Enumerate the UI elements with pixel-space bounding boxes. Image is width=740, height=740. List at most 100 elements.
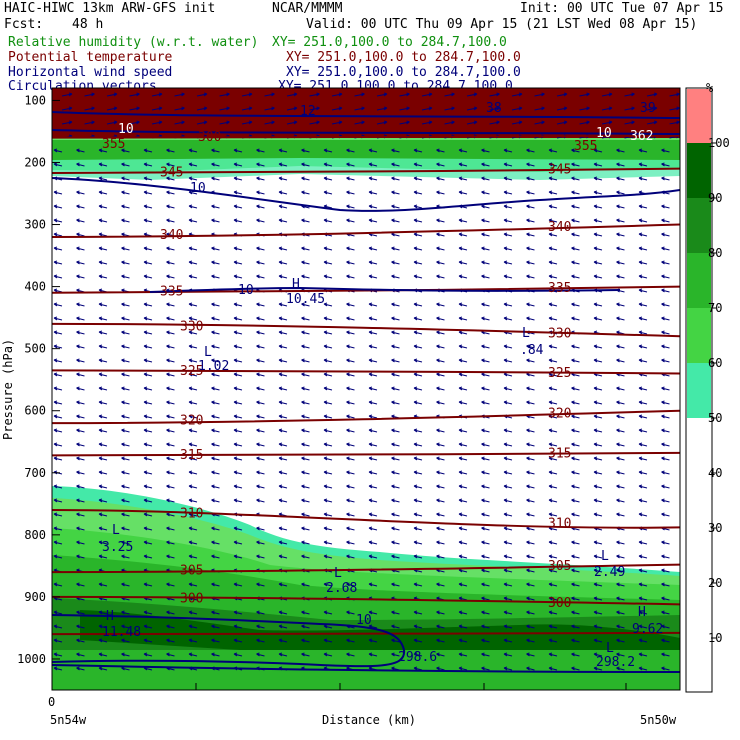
vector-arrow — [571, 568, 580, 573]
vector-arrow — [53, 456, 63, 461]
vector-arrow — [301, 582, 310, 587]
vector-arrow — [571, 358, 580, 363]
vector-arrow — [571, 498, 580, 503]
vector-arrow — [323, 652, 333, 657]
vector-arrow — [503, 582, 513, 587]
vector-arrow — [669, 92, 680, 97]
vector-arrow — [354, 120, 365, 125]
vector-arrow — [98, 176, 108, 181]
vector-arrow — [211, 554, 220, 559]
vector-arrow — [503, 666, 513, 671]
vector-arrow — [503, 610, 513, 615]
vector-arrow — [391, 638, 400, 643]
vector-arrow — [278, 624, 288, 629]
vector-arrow — [526, 568, 535, 573]
vector-arrow — [368, 358, 378, 363]
vector-arrow — [548, 400, 558, 405]
vector-arrow — [391, 246, 400, 251]
vector-arrow — [526, 386, 535, 391]
vector-arrow — [256, 176, 265, 181]
vector-arrow — [166, 652, 175, 657]
vector-arrow — [646, 92, 658, 97]
vector-arrow — [638, 638, 648, 643]
colorbar-label-80: 80 — [708, 246, 722, 260]
vector-arrow — [346, 358, 355, 363]
vector-arrow — [661, 652, 670, 657]
vector-arrow — [278, 358, 288, 363]
vector-arrow — [143, 316, 153, 321]
vector-arrow — [436, 484, 445, 489]
vector-arrow — [278, 638, 288, 643]
vector-arrow — [458, 260, 468, 265]
vector-arrow — [413, 582, 423, 587]
vector-arrow — [76, 190, 85, 195]
theta-label-335: 335 — [160, 285, 183, 300]
vector-arrow — [76, 414, 85, 419]
vector-arrow — [526, 316, 535, 321]
vector-arrow — [301, 302, 310, 307]
vector-arrow — [391, 302, 400, 307]
vector-arrow — [323, 148, 333, 153]
vector-arrow — [548, 484, 558, 489]
vector-arrow — [301, 540, 310, 545]
vector-arrow — [166, 386, 175, 391]
vector-arrow — [121, 190, 130, 195]
vector-arrow — [309, 120, 320, 125]
vector-arrow — [458, 302, 468, 307]
vector-arrow — [593, 498, 603, 503]
vector-arrow — [534, 106, 545, 111]
vector-arrow — [233, 652, 243, 657]
vector-arrow — [106, 92, 118, 97]
vector-arrow — [661, 512, 670, 517]
vector-arrow — [616, 344, 625, 349]
header-valid: Valid: 00 UTC Thu 09 Apr 15 (21 LST Wed … — [306, 17, 698, 32]
vector-arrow — [638, 582, 648, 587]
vector-arrow — [368, 400, 378, 405]
vector-arrow — [661, 246, 670, 251]
vector-arrow — [354, 92, 365, 97]
vector-arrow — [166, 204, 175, 209]
vector-arrow — [548, 274, 558, 279]
vector-arrow — [571, 582, 580, 587]
vector-arrow — [233, 470, 243, 475]
vector-arrow — [638, 386, 648, 391]
vector-arrow — [278, 302, 288, 307]
vector-arrow — [278, 204, 288, 209]
vector-arrow — [616, 400, 625, 405]
vector-arrow — [346, 470, 355, 475]
vector-arrow — [166, 484, 175, 489]
extremum-l7-value: 298.2 — [596, 655, 635, 670]
vector-arrow — [616, 386, 625, 391]
vector-arrow — [211, 260, 220, 265]
vector-arrow — [661, 568, 670, 573]
vector-arrow — [256, 414, 265, 419]
vector-arrow — [503, 386, 513, 391]
vector-arrow — [458, 358, 468, 363]
top-band-labels: 12 38 39 10 355 300 10 355 362 — [102, 101, 656, 154]
vector-arrow — [413, 330, 423, 335]
vector-arrow — [53, 218, 63, 223]
vector-arrow — [458, 512, 468, 517]
vector-arrow — [301, 330, 310, 335]
vector-arrow — [323, 512, 333, 517]
vector-arrow — [481, 218, 490, 223]
vector-arrow — [76, 442, 85, 447]
vector-arrow — [53, 624, 63, 629]
vector-arrow — [98, 540, 108, 545]
vector-arrow — [98, 400, 108, 405]
vector-arrow — [661, 274, 670, 279]
vector-arrow — [256, 330, 265, 335]
vector-arrow — [616, 260, 625, 265]
vector-arrow — [188, 498, 198, 503]
theta-contour-355 — [52, 124, 680, 129]
vector-arrow — [526, 456, 535, 461]
vector-arrow — [286, 92, 298, 97]
vector-arrow — [579, 120, 590, 125]
vector-arrow — [53, 638, 63, 643]
vector-arrow — [593, 302, 603, 307]
vector-arrow — [368, 302, 378, 307]
vector-arrow — [256, 582, 265, 587]
vector-arrow — [436, 582, 445, 587]
vector-arrow — [278, 148, 288, 153]
top-label-39: 39 — [640, 101, 656, 116]
